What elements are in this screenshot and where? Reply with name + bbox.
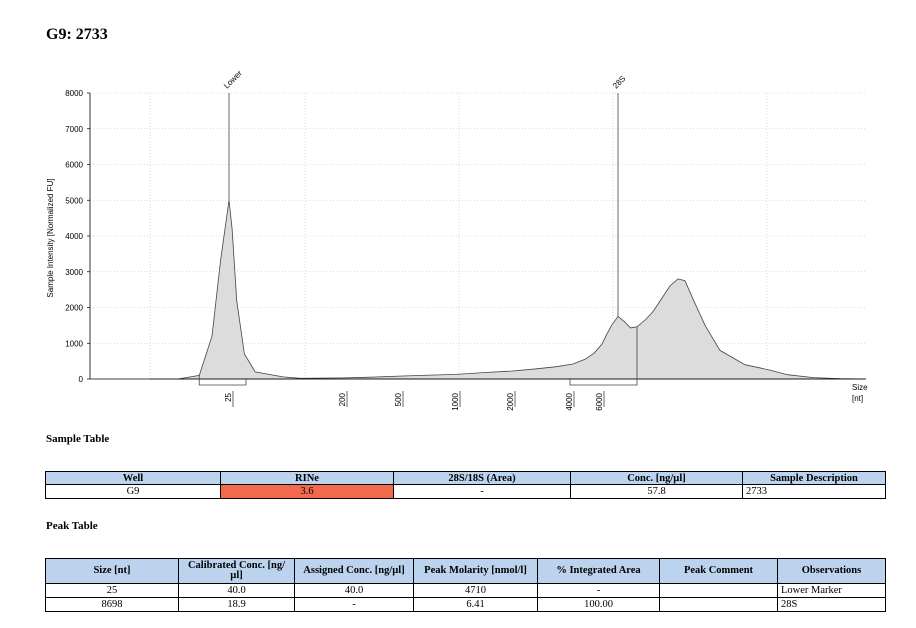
table-row: G9 3.6 - 57.8 2733 xyxy=(45,484,886,499)
cell-description: 2733 xyxy=(742,484,886,499)
x-tick-label: 2000 xyxy=(506,392,515,410)
cell-calibrated: 40.0 xyxy=(178,583,295,598)
y-tick-label: 2000 xyxy=(65,304,83,313)
sample-table-header-row: Well RINe 28S/18S (Area) Conc. [ng/µl] S… xyxy=(45,471,886,485)
grid xyxy=(90,92,866,379)
col-rine: RINe xyxy=(220,471,394,485)
peak-markers: Lower 28S xyxy=(198,68,638,386)
cell-ratio: - xyxy=(393,484,571,499)
y-tick-label: 1000 xyxy=(65,339,83,348)
table-row: 8698 18.9 - 6.41 100.00 28S xyxy=(45,597,886,612)
peak-range-bracket xyxy=(198,375,247,386)
electropherogram-chart: 0 1000 2000 3000 4000 5000 6000 7000 8000 25 200 50… xyxy=(46,68,868,411)
y-tick-label: 3000 xyxy=(65,268,83,277)
y-tick-label: 6000 xyxy=(65,161,83,170)
x-tick-label: 25 xyxy=(224,392,233,401)
cell-molarity: 4710 xyxy=(413,583,538,598)
cell-assigned: - xyxy=(294,597,414,612)
cell-conc: 57.8 xyxy=(570,484,743,499)
cell-observations: Lower Marker xyxy=(777,583,886,598)
cell-size: 8698 xyxy=(45,597,179,612)
y-tick-label: 7000 xyxy=(65,125,83,134)
trace-fill xyxy=(150,200,867,380)
cell-area: - xyxy=(537,583,660,598)
y-tick-label: 4000 xyxy=(65,232,83,241)
sample-table-title: Sample Table xyxy=(46,433,110,445)
col-ratio: 28S/18S (Area) xyxy=(393,471,571,485)
x-tick-label: 1000 xyxy=(451,392,460,410)
peak-range-bracket xyxy=(569,326,638,386)
y-tick-label: 5000 xyxy=(65,196,83,205)
x-tick-label: 6000 xyxy=(595,392,604,410)
x-tick-label: 4000 xyxy=(565,392,574,410)
cell-assigned: 40.0 xyxy=(294,583,414,598)
x-tick-label: 500 xyxy=(394,392,403,406)
peak-label: 28S xyxy=(611,74,627,90)
page-title: G9: 2733 xyxy=(46,26,108,43)
peak-table-title: Peak Table xyxy=(46,520,98,532)
cell-area: 100.00 xyxy=(537,597,660,612)
sample-table: Well RINe 28S/18S (Area) Conc. [ng/µl] S… xyxy=(45,471,886,499)
peak-table-header-row: Size [nt] Calibrated Conc. [ng/µl] Assig… xyxy=(45,558,886,584)
cell-rine: 3.6 xyxy=(220,484,394,499)
cell-size: 25 xyxy=(45,583,179,598)
x-tick-label: 200 xyxy=(338,392,347,406)
col-molarity: Peak Molarity [nmol/l] xyxy=(413,558,538,584)
x-axis-label-line1: Size xyxy=(852,383,868,392)
cell-well: G9 xyxy=(45,484,221,499)
y-tick-label: 0 xyxy=(79,375,84,384)
col-well: Well xyxy=(45,471,221,485)
col-conc: Conc. [ng/µl] xyxy=(570,471,743,485)
x-axis-label-line2: [nt] xyxy=(852,394,863,403)
col-assigned: Assigned Conc. [ng/µl] xyxy=(294,558,414,584)
peak-table: Size [nt] Calibrated Conc. [ng/µl] Assig… xyxy=(45,558,886,612)
cell-calibrated: 18.9 xyxy=(178,597,295,612)
col-size: Size [nt] xyxy=(45,558,179,584)
col-observations: Observations xyxy=(777,558,886,584)
col-area: % Integrated Area xyxy=(537,558,660,584)
y-tick-label: 8000 xyxy=(65,89,83,98)
cell-molarity: 6.41 xyxy=(413,597,538,612)
cell-observations: 28S xyxy=(777,597,886,612)
peak-label: Lower xyxy=(222,68,244,90)
col-comment: Peak Comment xyxy=(659,558,778,584)
trace-area xyxy=(150,200,867,380)
table-row: 25 40.0 40.0 4710 - Lower Marker xyxy=(45,583,886,598)
y-axis-label: Sample Intensity [Normalized FU] xyxy=(46,178,55,297)
col-description: Sample Description xyxy=(742,471,886,485)
axes: 0 1000 2000 3000 4000 5000 6000 7000 8000 25 200 50… xyxy=(65,89,866,411)
cell-comment xyxy=(659,583,778,598)
col-calibrated: Calibrated Conc. [ng/µl] xyxy=(178,558,295,584)
cell-comment xyxy=(659,597,778,612)
